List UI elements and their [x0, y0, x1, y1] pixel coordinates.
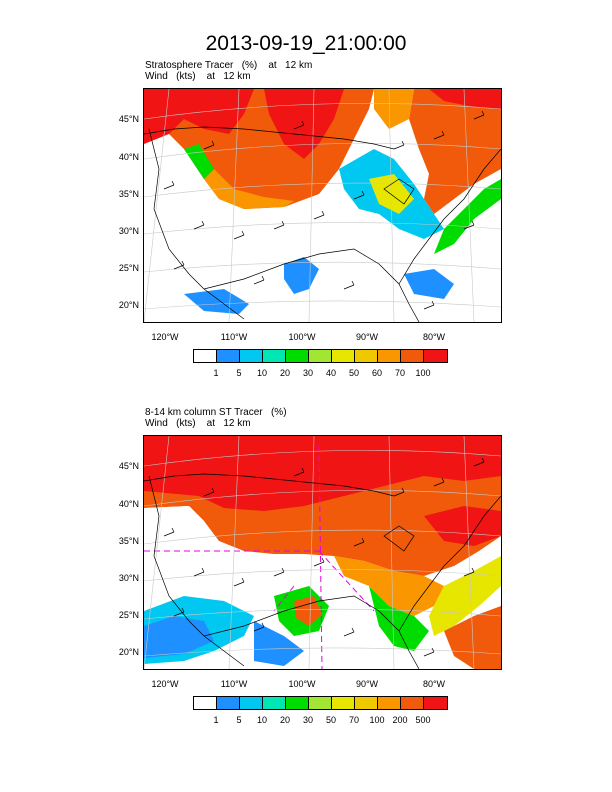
- colorbar-swatch: [355, 697, 378, 709]
- panel-2-lat-label: 45°N: [118, 461, 139, 471]
- column-tracer-blue-sw: [144, 616, 214, 658]
- column-tracer-mid-s: [294, 596, 322, 626]
- colorbar-swatch: [424, 697, 447, 709]
- tracer-mid-nw: [204, 169, 294, 209]
- panel-1-colorbar-label: 100: [415, 368, 431, 378]
- column-tracer-mid: [334, 556, 444, 616]
- panel-1-lat-label: 25°N: [118, 263, 139, 273]
- colorbar-swatch: [355, 350, 378, 362]
- panel-2-colorbar-label: 10: [256, 715, 267, 725]
- panel-1-colorbar-label: 50: [348, 368, 359, 378]
- colorbar-swatch: [286, 697, 309, 709]
- tracer-high-ne: [409, 89, 501, 214]
- panel-2-colorbar-label: 100: [369, 715, 385, 725]
- panel-1-lon-label: 120°W: [151, 332, 179, 342]
- panel-1-map: [143, 88, 502, 323]
- column-tracer-max: [144, 436, 501, 511]
- tracer-max-ne: [429, 89, 501, 109]
- panel-2-map: [143, 435, 502, 670]
- colorbar-swatch: [378, 697, 401, 709]
- colorbar-swatch: [424, 350, 447, 362]
- panel-1-lat-label: 20°N: [118, 300, 139, 310]
- panel-2-lat-label: 20°N: [118, 647, 139, 657]
- tracer-low-se: [404, 269, 454, 299]
- colorbar-swatch: [309, 350, 332, 362]
- colorbar-swatch: [332, 697, 355, 709]
- tracer-max-nw-2: [264, 89, 344, 159]
- main-title: 2013-09-19_21:00:00: [205, 32, 407, 55]
- colorbar-swatch: [263, 697, 286, 709]
- colorbar-swatch: [263, 350, 286, 362]
- colorbar-swatch: [217, 350, 240, 362]
- colorbar-swatch: [240, 697, 263, 709]
- column-tracer-max-se: [424, 506, 501, 546]
- panel-1-lon-label: 90°W: [355, 332, 379, 342]
- panel-2-subtitle-line1: 8-14 km column ST Tracer (%): [145, 407, 287, 418]
- column-tracer-yellow: [429, 556, 501, 636]
- colorbar-swatch: [286, 350, 309, 362]
- panel-1-colorbar-label: 30: [302, 368, 313, 378]
- panel-2-lat-label: 40°N: [118, 499, 139, 509]
- panel-1-colorbar-label: 1: [213, 368, 219, 378]
- panel-2-lon-label: 120°W: [151, 679, 179, 689]
- panel-2-lat-label: 35°N: [118, 536, 139, 546]
- panel-1-subtitle-line2: Wind (kts) at 12 km: [145, 71, 251, 82]
- panel-1-colorbar-label: 60: [371, 368, 382, 378]
- panel-2-lon-label: 100°W: [288, 679, 316, 689]
- column-tracer-green: [369, 586, 429, 651]
- panel-1-colorbar-label: 10: [256, 368, 267, 378]
- colorbar-swatch: [401, 350, 424, 362]
- panel-1-colorbar-label: 70: [394, 368, 405, 378]
- panel-2-lat-label: 25°N: [118, 610, 139, 620]
- panel-1-colorbar-label: 5: [236, 368, 242, 378]
- panel-1-lat-label: 30°N: [118, 226, 139, 236]
- colorbar-swatch: [240, 350, 263, 362]
- panel-2-colorbar-label: 500: [415, 715, 431, 725]
- tracer-low-sw: [184, 289, 249, 314]
- panel-1-lat-label: 35°N: [118, 189, 139, 199]
- tracer-mid-ne: [374, 89, 414, 129]
- panel-1-lon-label: 80°W: [422, 332, 446, 342]
- tracer-low-east-3: [434, 179, 501, 254]
- panel-2-colorbar-label: 5: [236, 715, 242, 725]
- panel-2-colorbar-label: 200: [392, 715, 408, 725]
- tracer-max-nw: [144, 89, 254, 144]
- colorbar-swatch: [401, 697, 424, 709]
- panel-1-lat-label: 40°N: [118, 152, 139, 162]
- panel-2-lon-label: 80°W: [422, 679, 446, 689]
- colorbar-swatch: [194, 697, 217, 709]
- panel-1-subtitle-line1: Stratosphere Tracer (%) at 12 km: [145, 60, 313, 71]
- colorbar-swatch: [378, 350, 401, 362]
- panel-1-lat-label: 45°N: [118, 114, 139, 124]
- column-tracer-blue-s: [254, 621, 304, 666]
- panel-1-colorbar-label: 40: [325, 368, 336, 378]
- panel-2-lon-label: 90°W: [355, 679, 379, 689]
- colorbar-swatch: [332, 350, 355, 362]
- colorbar-swatch: [194, 350, 217, 362]
- panel-1-lon-label: 100°W: [288, 332, 316, 342]
- panel-2-colorbar-label: 30: [302, 715, 313, 725]
- panel-2-colorbar: [193, 696, 448, 710]
- panel-2-colorbar-label: 1: [213, 715, 219, 725]
- panel-2-subtitle-line2: Wind (kts) at 12 km: [145, 418, 251, 429]
- panel-2-colorbar-label: 70: [348, 715, 359, 725]
- panel-2-colorbar-label: 20: [279, 715, 290, 725]
- colorbar-swatch: [217, 697, 240, 709]
- panel-1-colorbar: [193, 349, 448, 363]
- panel-1-colorbar-label: 20: [279, 368, 290, 378]
- panel-2-lat-label: 30°N: [118, 573, 139, 583]
- panel-2-colorbar-label: 50: [325, 715, 336, 725]
- panel-2-lon-label: 110°W: [220, 679, 248, 689]
- panel-1-lon-label: 110°W: [220, 332, 248, 342]
- colorbar-swatch: [309, 697, 332, 709]
